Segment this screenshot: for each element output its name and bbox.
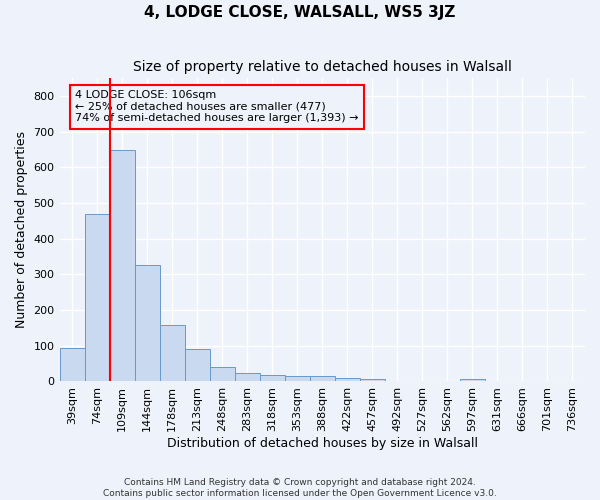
Y-axis label: Number of detached properties: Number of detached properties — [15, 131, 28, 328]
Bar — [185, 350, 209, 382]
Bar — [134, 266, 160, 382]
Bar — [235, 373, 260, 382]
Bar — [85, 214, 110, 382]
Bar — [360, 378, 385, 382]
Text: Contains HM Land Registry data © Crown copyright and database right 2024.
Contai: Contains HM Land Registry data © Crown c… — [103, 478, 497, 498]
Title: Size of property relative to detached houses in Walsall: Size of property relative to detached ho… — [133, 60, 512, 74]
Bar — [310, 376, 335, 382]
Bar — [110, 150, 134, 382]
X-axis label: Distribution of detached houses by size in Walsall: Distribution of detached houses by size … — [167, 437, 478, 450]
Bar — [209, 367, 235, 382]
Bar — [160, 325, 185, 382]
Bar — [59, 348, 85, 382]
Bar — [460, 378, 485, 382]
Text: 4, LODGE CLOSE, WALSALL, WS5 3JZ: 4, LODGE CLOSE, WALSALL, WS5 3JZ — [145, 5, 455, 20]
Bar — [260, 376, 285, 382]
Bar — [285, 376, 310, 382]
Text: 4 LODGE CLOSE: 106sqm
← 25% of detached houses are smaller (477)
74% of semi-det: 4 LODGE CLOSE: 106sqm ← 25% of detached … — [76, 90, 359, 124]
Bar — [335, 378, 360, 382]
